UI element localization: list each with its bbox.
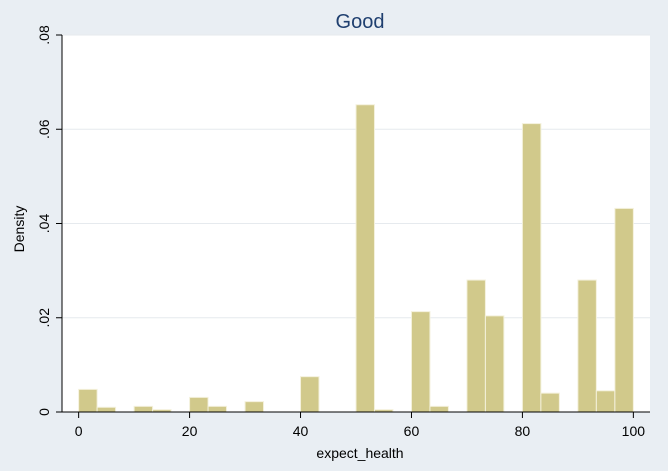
x-tick-label-3: 60	[404, 423, 420, 439]
histogram-bar-6	[244, 401, 265, 413]
y-tick-label-1: .02	[36, 308, 52, 328]
x-tick-label-0: 0	[75, 423, 83, 439]
histogram-bar-16	[577, 279, 597, 413]
y-axis-label: Density	[11, 206, 27, 253]
x-tick-label-4: 80	[515, 423, 531, 439]
histogram-bar-14	[521, 123, 542, 413]
histogram-bar-5	[207, 405, 228, 413]
x-tick-label-2: 40	[293, 423, 309, 439]
x-axis-label: expect_health	[316, 445, 403, 461]
histogram-bar-11	[429, 405, 449, 413]
bars	[78, 104, 634, 413]
x-tick-label-1: 20	[182, 423, 198, 439]
y-tick-label-3: .06	[36, 119, 52, 139]
histogram-bar-2	[133, 405, 154, 413]
histogram-bar-7	[300, 376, 320, 413]
histogram-bar-10	[410, 311, 431, 413]
histogram-bar-1	[96, 406, 117, 413]
histogram-bar-4	[189, 396, 209, 413]
histogram-bar-17	[595, 390, 616, 413]
x-tick-label-5: 100	[622, 423, 646, 439]
ticks: 0 20 40 60 80 100 0 .02 .04 .06 .08	[36, 25, 645, 439]
histogram-bar-12	[466, 279, 486, 413]
histogram-bar-0	[78, 388, 98, 413]
y-tick-label-0: 0	[36, 408, 52, 416]
y-tick-label-2: .04	[36, 214, 52, 234]
histogram-bar-18	[614, 207, 634, 413]
histogram-bar-8	[355, 104, 375, 413]
histogram-bar-13	[484, 315, 505, 413]
histogram-bar-15	[540, 392, 560, 413]
chart-title: Good	[336, 11, 385, 33]
y-tick-label-4: .08	[36, 25, 52, 45]
